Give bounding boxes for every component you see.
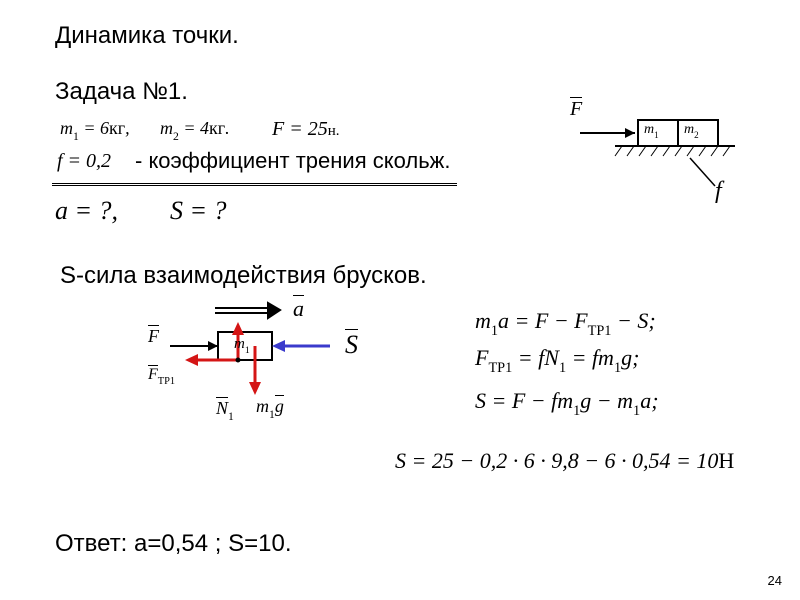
- page-number: 24: [768, 573, 782, 588]
- fbd-N: N1: [216, 398, 234, 422]
- fbd-mg: m1g: [256, 396, 284, 420]
- fbd-F: F: [148, 326, 159, 347]
- given-f-desc: - коэффициент трения скольж.: [135, 148, 451, 174]
- fbd-m1: m1: [234, 336, 250, 355]
- asked-a: a = ?,: [55, 196, 118, 226]
- diagram1-f: f: [715, 178, 722, 205]
- asked-s: S = ?: [170, 196, 227, 226]
- diagram1-F-label: F: [570, 98, 582, 121]
- diagram1-m2: m2: [684, 122, 699, 139]
- given-m2: m2 = 4кг.: [160, 118, 230, 142]
- eq-4: S = 25 − 0,2 · 6 · 9,8 − 6 · 0,54 = 10H: [395, 448, 734, 474]
- divider: [52, 183, 457, 186]
- problem-label: Задача №1.: [55, 78, 188, 106]
- page-title: Динамика точки.: [55, 22, 239, 50]
- diagram1-m1: m1: [644, 122, 659, 139]
- s-definition: S-сила взаимодействия брусков.: [60, 262, 427, 290]
- fbd-a: a: [293, 296, 304, 322]
- eq-1: m1a = F − FTP1 − S;: [475, 308, 656, 338]
- fbd-S: S: [345, 330, 358, 360]
- eq-2: FTP1 = fN1 = fm1g;: [475, 345, 639, 375]
- system-diagram: [560, 108, 760, 208]
- fbd-Ftr: FTP1: [148, 366, 175, 386]
- eq-3: S = F − fm1g − m1a;: [475, 388, 659, 418]
- given-m1: m1 = 6кг,: [60, 118, 130, 142]
- given-f: f = 0,2: [57, 150, 111, 173]
- answer: Ответ: a=0,54 ; S=10.: [55, 530, 291, 558]
- given-F: F = 25н.: [272, 118, 340, 141]
- accel-arrow: [215, 303, 280, 318]
